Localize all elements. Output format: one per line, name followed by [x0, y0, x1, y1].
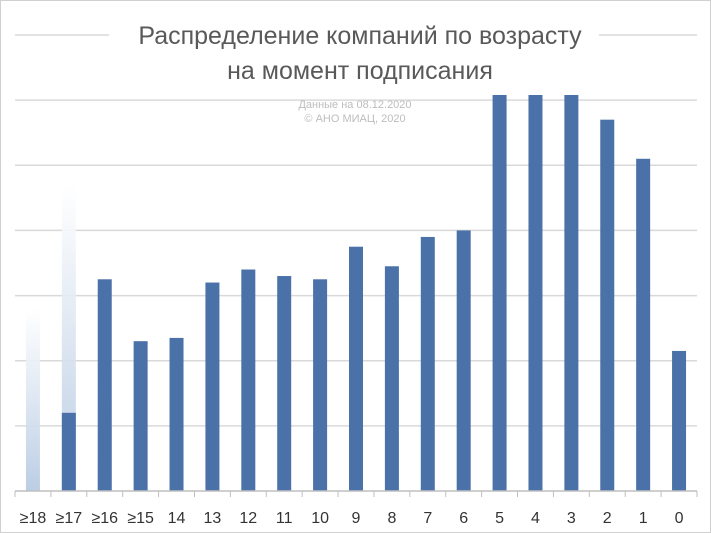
- title-background: [109, 17, 599, 95]
- chart-title-line-2: на момент подписания: [227, 57, 493, 85]
- x-tick-label: 5: [495, 510, 504, 527]
- bar-12: [241, 269, 256, 491]
- x-tick-label: 2: [603, 510, 612, 527]
- bar-9: [349, 246, 363, 491]
- bar-0: [672, 350, 687, 491]
- bar-13: [205, 282, 220, 491]
- x-tick-label: 1: [639, 510, 648, 527]
- x-tick-label: 3: [567, 510, 576, 527]
- bar-14: [169, 337, 184, 491]
- bar-8: [384, 266, 399, 491]
- x-tick-label: 13: [204, 510, 222, 527]
- x-tick-label: 9: [352, 510, 361, 527]
- bar-10: [313, 279, 328, 491]
- x-tick-label: 11: [276, 510, 293, 527]
- x-tick-label: 8: [387, 510, 396, 527]
- bar-2: [600, 119, 615, 491]
- x-tick-label: ≥18: [20, 510, 47, 527]
- x-tick-label: 10: [311, 510, 329, 527]
- chart-title-line-1: Распределение компаний по возрасту: [138, 22, 582, 50]
- bar-7: [420, 236, 435, 491]
- bar-3: [564, 87, 579, 491]
- bar-5: [492, 93, 507, 491]
- x-tick-label: 14: [168, 510, 186, 527]
- data-date-note: Данные на 08.12.2020: [298, 99, 411, 111]
- bar-1: [636, 158, 651, 491]
- bar-4: [528, 87, 543, 491]
- reflection-bar: [25, 308, 40, 491]
- x-tick-label: 4: [531, 510, 540, 527]
- copyright-note: © АНО МИАЦ, 2020: [304, 113, 405, 125]
- x-tick-label: ≥16: [91, 510, 118, 527]
- bars: [61, 87, 687, 491]
- x-tick-label: ≥17: [56, 510, 83, 527]
- x-tick-labels: ≥18 ≥17 ≥16 ≥15 14 13 12 11 10 9 8 7 6 5 4 3 2 1 0: [14, 491, 698, 527]
- x-tick-label: 0: [675, 510, 684, 527]
- x-tick-label: 12: [239, 510, 257, 527]
- bar-≥16: [97, 279, 112, 491]
- bar-6: [456, 230, 471, 491]
- bar-≥15: [133, 341, 148, 491]
- x-tick-label: 7: [423, 510, 432, 527]
- x-tick-label: 6: [459, 510, 468, 527]
- bar-11: [277, 276, 292, 491]
- bar-≥17: [61, 412, 76, 491]
- x-tick-label: ≥15: [127, 510, 154, 527]
